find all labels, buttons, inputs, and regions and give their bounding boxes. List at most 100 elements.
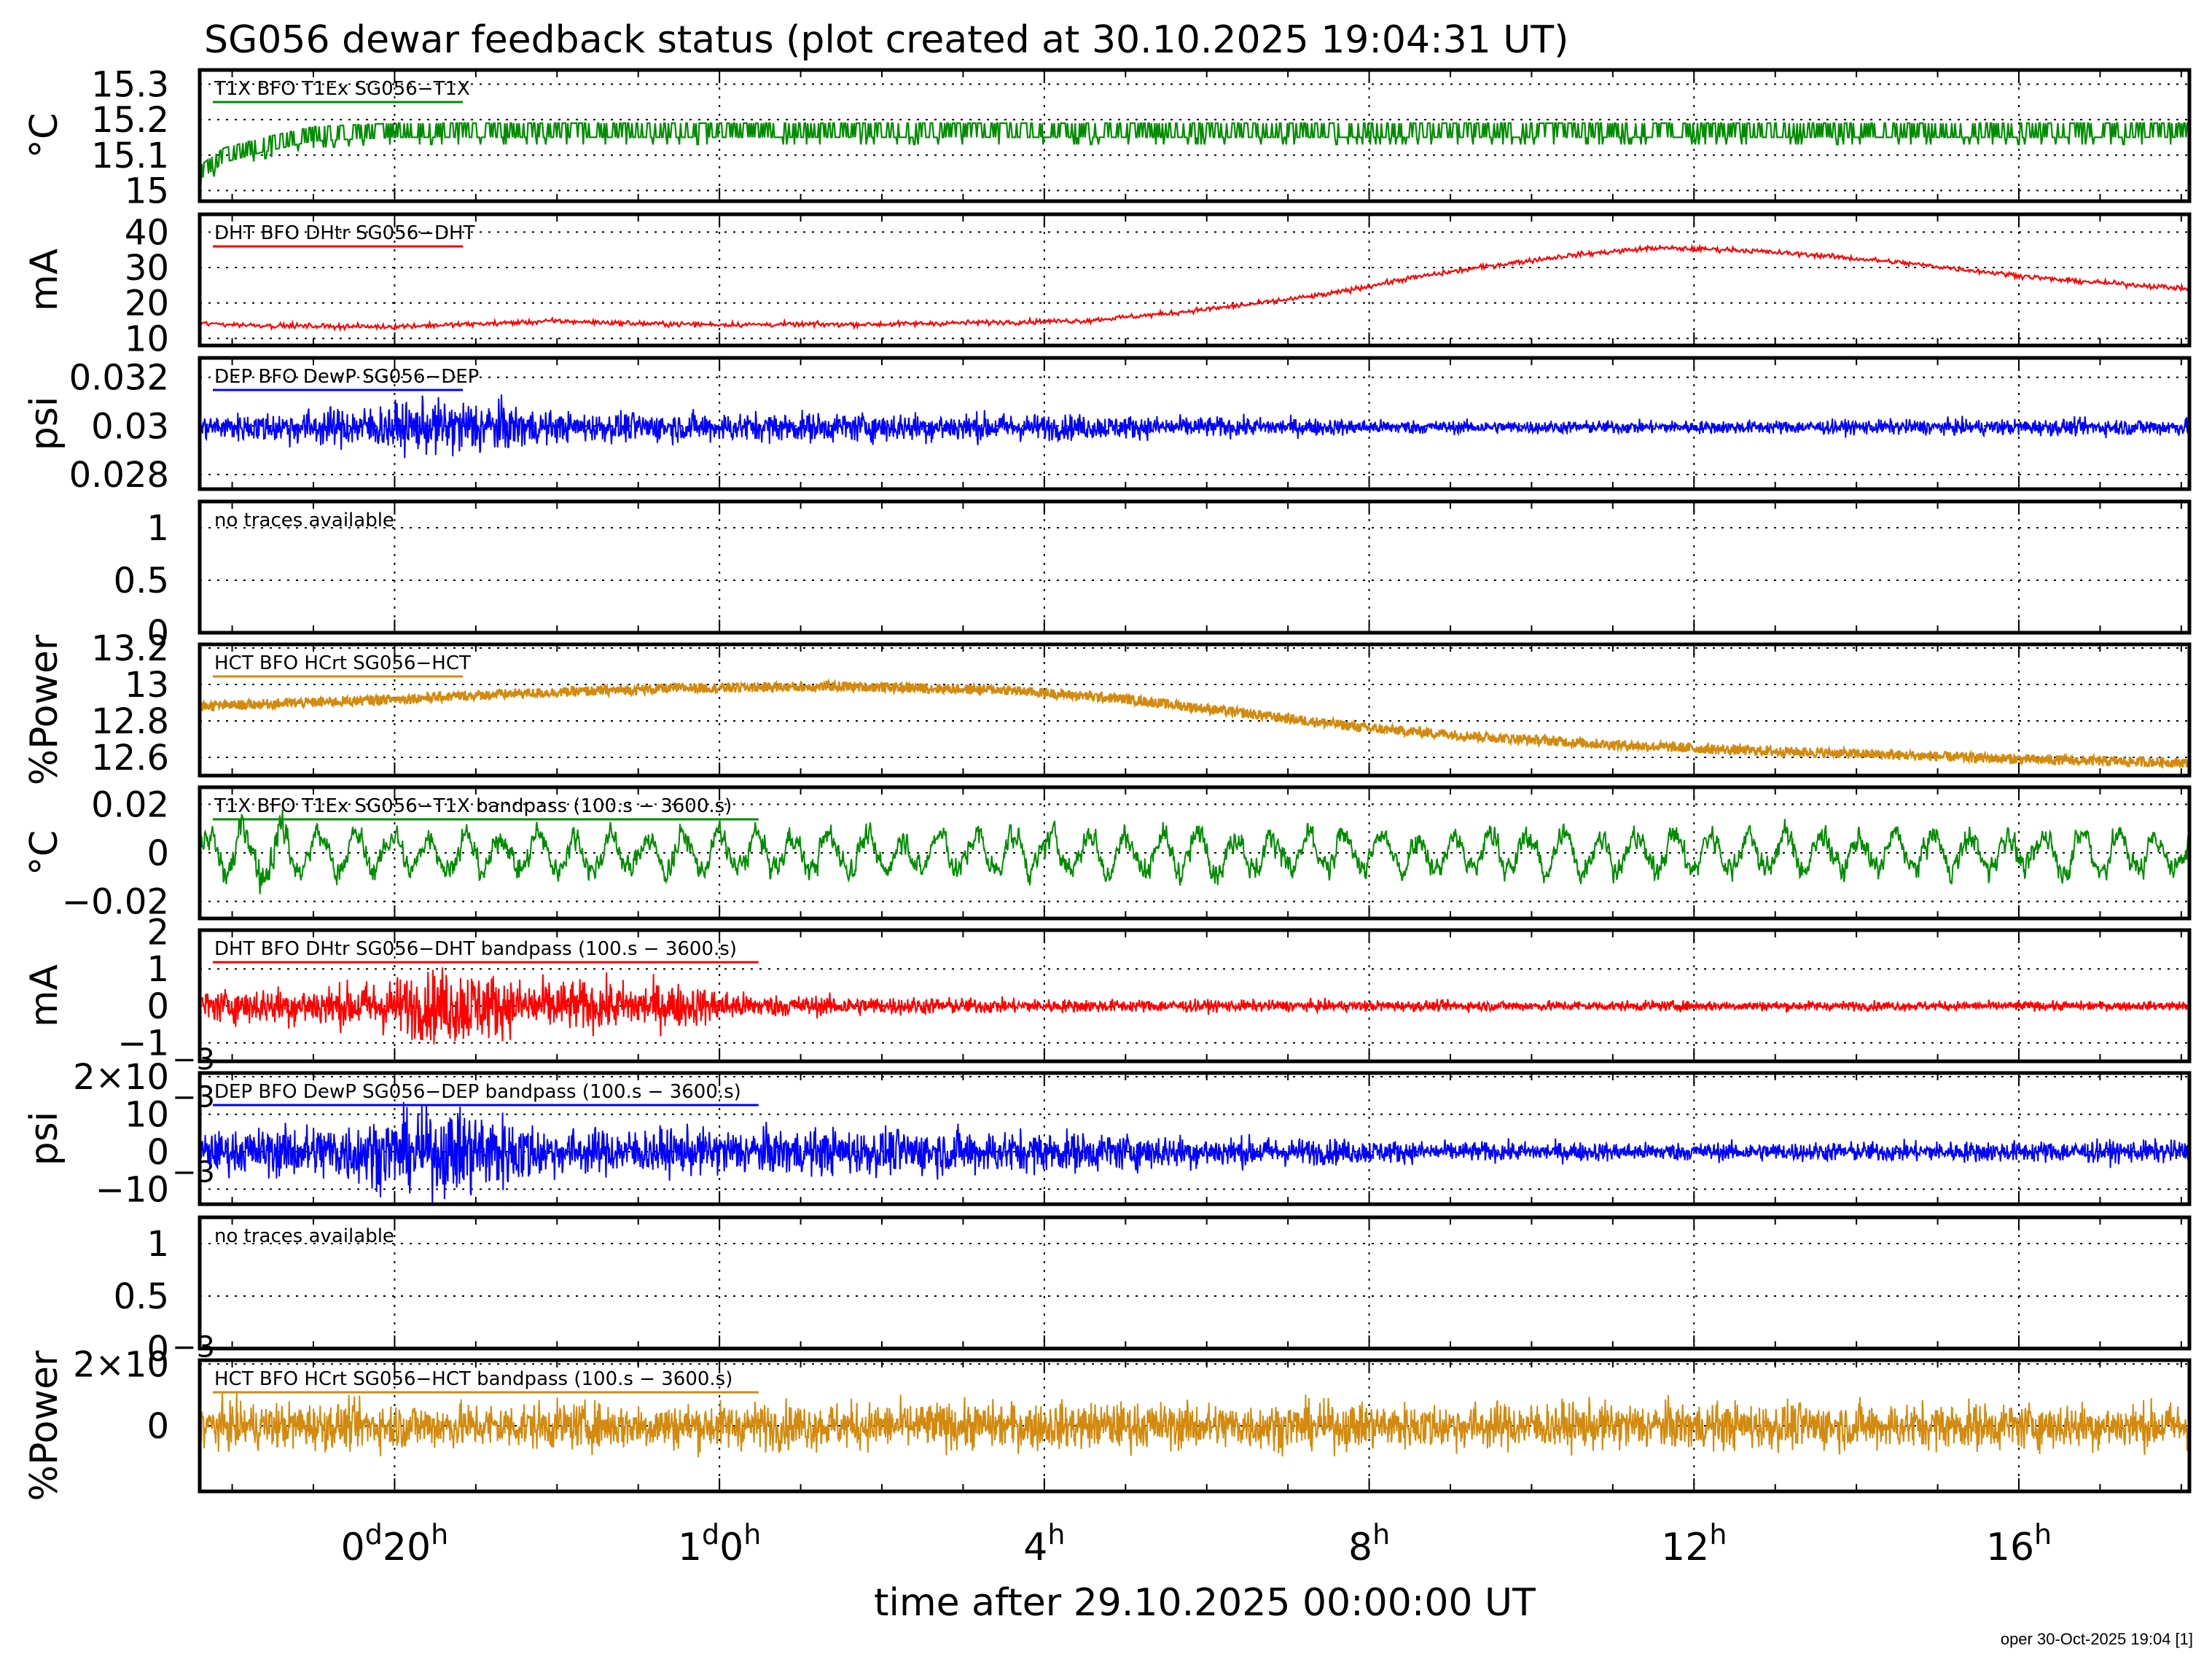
panel-frame	[198, 499, 2192, 635]
legend-label: DHT BFO DHtr SG056−DHT	[214, 222, 475, 244]
panel-empty1: 1 0.5 0 no traces available	[114, 499, 2192, 654]
data-line	[200, 394, 2189, 459]
panel-frame	[198, 785, 2192, 921]
legend-label: HCT BFO HCrt SG056−HCT	[214, 652, 471, 674]
panel-frame	[198, 1358, 2192, 1494]
series-dht	[200, 243, 2189, 332]
chart-title: SG056 dewar feedback status (plot create…	[204, 18, 1568, 62]
y-tick-label: 2×10	[73, 1057, 169, 1098]
y-axis-label: %Power	[23, 1350, 66, 1501]
legend-label: no traces available	[214, 1225, 394, 1247]
legend-label: T1X BFO T1Ex SG056−T1X bandpass (100.s −…	[214, 795, 732, 817]
panel-t1x: 15.315.215.115 T1X BFO T1Ex SG056−T1X °C	[23, 64, 2192, 211]
x-axis-tick-labels: 0d20h 1d0h 4h 8h 12h 16h	[341, 1518, 2052, 1569]
y-tick-label: 0.02	[91, 784, 169, 825]
footer-stamp: oper 30-Oct-2025 19:04 [1]	[2000, 1630, 2193, 1648]
y-tick-label: 12.8	[91, 701, 169, 742]
legend-label: DHT BFO DHtr SG056−DHT bandpass (100.s −…	[214, 938, 737, 960]
legend-label: HCT BFO HCrt SG056−HCT bandpass (100.s −…	[214, 1368, 732, 1390]
panel-frame	[198, 1215, 2192, 1351]
y-axis-label: °C	[23, 113, 66, 158]
y-tick-label: 12.6	[91, 738, 169, 779]
y-tick-label: 15.1	[91, 136, 169, 176]
y-tick-label: 10	[125, 1095, 169, 1136]
y-tick-exponent: −3	[172, 1043, 215, 1077]
y-tick-label: 2	[146, 913, 169, 953]
data-line	[200, 243, 2189, 332]
legend-label: DEP BFO DewP SG056−DEP	[214, 366, 479, 388]
data-line	[200, 1392, 2189, 1458]
panel-frame	[198, 928, 2192, 1064]
y-tick-label: 15	[125, 171, 169, 211]
series-dht_bp	[200, 967, 2189, 1045]
y-tick-label: 30	[125, 248, 169, 289]
y-tick-label: 0	[146, 1329, 169, 1370]
panel-frame	[198, 642, 2192, 778]
y-tick-label: 1	[146, 949, 169, 990]
x-tick-label: 1d0h	[678, 1518, 761, 1569]
y-tick-label: 1	[146, 1224, 169, 1265]
x-tick-label: 12h	[1661, 1518, 1727, 1569]
y-tick-label: −10	[95, 1169, 169, 1210]
y-tick-label: 0	[146, 1406, 169, 1447]
series-dep_bp	[200, 1101, 2189, 1204]
series-t1x	[200, 122, 2189, 187]
panel-frame	[198, 1071, 2192, 1206]
data-line	[200, 122, 2189, 187]
panel-frame	[198, 212, 2192, 348]
x-tick-label: 8h	[1348, 1518, 1390, 1569]
y-tick-label: 15.2	[91, 100, 169, 141]
y-tick-label: 0	[146, 613, 169, 654]
series-t1x_bp	[200, 809, 2189, 894]
y-tick-label: −0.02	[62, 882, 169, 923]
y-tick-label: −1	[117, 1023, 169, 1064]
y-tick-label: 0	[146, 986, 169, 1027]
y-axis-label: °C	[23, 830, 66, 875]
data-line	[200, 967, 2189, 1045]
y-tick-label: 0.5	[114, 1276, 169, 1317]
y-tick-exponent: −3	[172, 1081, 215, 1115]
series-dep	[200, 394, 2189, 459]
y-tick-label: 0.03	[91, 406, 169, 447]
panel-frame	[198, 356, 2192, 491]
legend-label: DEP BFO DewP SG056−DEP bandpass (100.s −…	[214, 1081, 741, 1103]
x-tick-label: 4h	[1023, 1518, 1065, 1569]
y-tick-label: 0.5	[114, 561, 169, 601]
x-axis-label: time after 29.10.2025 00:00:00 UT	[874, 1581, 1536, 1625]
panel-t1x_bp: 0.02 0 −0.02 T1X BFO T1Ex SG056−T1X bandpas…	[23, 784, 2192, 923]
y-tick-label: 15.3	[91, 64, 169, 105]
y-tick-label: 13.2	[91, 628, 169, 669]
panel-dep: 0.032 0.03 0.028 DEP BFO DewP SG056−DEP psi	[23, 356, 2192, 496]
x-tick-label: 16h	[1986, 1518, 2052, 1569]
series-hct_bp	[200, 1392, 2189, 1458]
data-line	[200, 1101, 2189, 1204]
legend-label: T1X BFO T1Ex SG056−T1X	[214, 78, 470, 100]
data-line	[200, 809, 2189, 894]
data-line	[200, 678, 2189, 769]
y-tick-label: 13	[125, 665, 169, 706]
panels: 15.315.215.115 T1X BFO T1Ex SG056−T1X °C 40…	[23, 64, 2192, 1501]
panel-dht_bp: 210−1 DHT BFO DHtr SG056−DHT bandpass (10…	[23, 913, 2192, 1064]
y-axis-label: %Power	[23, 634, 66, 785]
y-tick-label: 0.028	[69, 455, 169, 496]
y-tick-label: 0	[146, 833, 169, 874]
y-tick-label: 10	[125, 319, 169, 359]
legend-label: no traces available	[214, 510, 394, 531]
y-axis-label: mA	[23, 964, 66, 1027]
panel-empty2: 1 0.5 0 no traces available	[114, 1215, 2192, 1370]
y-axis-label: psi	[23, 1112, 66, 1166]
y-tick-label: 0.032	[69, 358, 169, 399]
y-tick-label: 40	[125, 212, 169, 253]
series-hct	[200, 678, 2189, 769]
panel-frame	[198, 68, 2192, 203]
x-tick-label: 0d20h	[341, 1518, 448, 1569]
y-tick-label: 1	[146, 508, 169, 549]
y-axis-label: psi	[23, 397, 66, 451]
y-tick-label: 0	[146, 1132, 169, 1173]
y-tick-label: 2×10	[73, 1344, 169, 1385]
